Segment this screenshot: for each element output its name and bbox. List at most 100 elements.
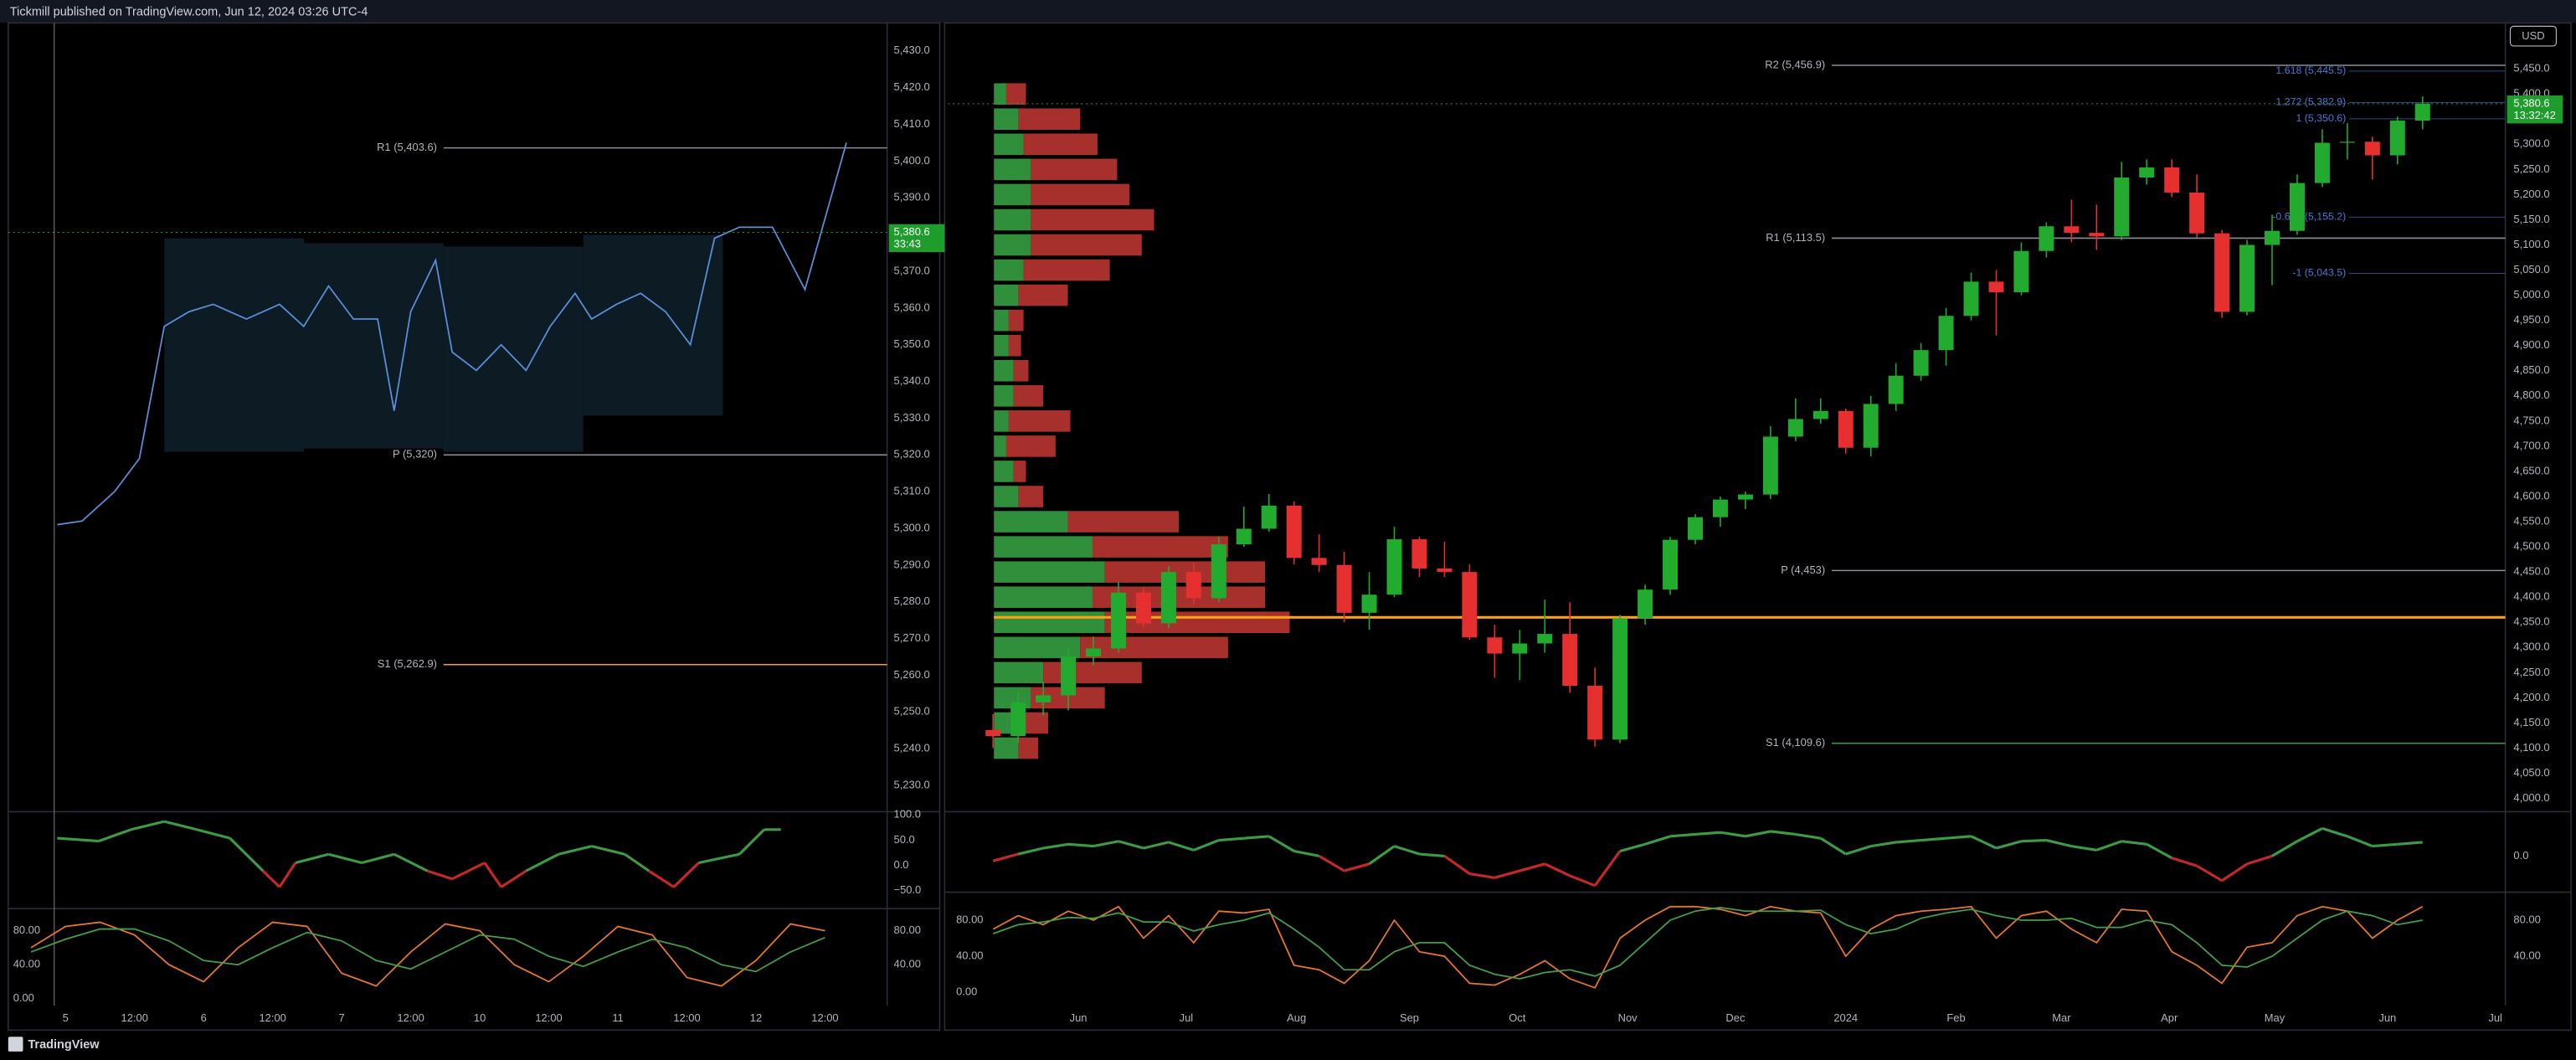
header-bar <box>0 0 2576 23</box>
fib-label: 1 (5,350.6) <box>2296 112 2346 124</box>
oscillator-segment <box>2196 864 2223 882</box>
y-tick-label: 4,350.0 <box>2513 615 2549 628</box>
y-tick-label: 5,290.0 <box>894 558 930 570</box>
x-tick-label: 10 <box>474 1011 486 1024</box>
volume-down-bar <box>1043 661 1142 684</box>
session-box <box>164 238 305 452</box>
y-tick-label: 5,310.0 <box>894 485 930 497</box>
y-tick-label: 5,450.0 <box>2513 62 2549 75</box>
oscillator-segment <box>1694 831 1721 836</box>
right-panel <box>944 22 2572 1032</box>
oscillator-segment <box>1946 835 1972 840</box>
y-tick-label: 40.00 <box>2513 949 2540 962</box>
oscillator-segment <box>1819 836 1847 856</box>
y-tick-label: 4,800.0 <box>2513 388 2549 401</box>
oscillator-segment <box>1318 855 1345 872</box>
oscillator-segment <box>1168 841 1195 852</box>
candle-body <box>1663 539 1679 590</box>
series-line <box>30 921 825 987</box>
y-tick-label: 4,500.0 <box>2513 540 2549 553</box>
volume-down-bar <box>1031 208 1154 231</box>
x-tick-label: 2024 <box>1833 1011 1858 1024</box>
series-line <box>992 906 2423 980</box>
oscillator-segment <box>1970 835 1998 850</box>
y-tick-label: 5,270.0 <box>894 631 930 644</box>
y-tick-label: 5,420.0 <box>894 80 930 93</box>
oscillator-segment <box>738 828 765 856</box>
oscillator-segment <box>262 870 281 888</box>
logo <box>8 1037 23 1052</box>
volume-down-bar <box>1023 133 1098 156</box>
pivot-label: S1 (5,262.9) <box>378 657 437 670</box>
last-price-tag <box>2507 95 2563 124</box>
oscillator-segment <box>1368 845 1396 866</box>
y-tick-label: 0.00 <box>13 991 34 1004</box>
candle-body <box>1036 695 1051 702</box>
candle-body <box>1938 316 1954 351</box>
x-tick-label: Nov <box>1618 1011 1638 1024</box>
candle-body <box>985 729 1001 737</box>
y-tick-label: 80.00 <box>13 924 40 936</box>
volume-up-bar <box>994 410 1009 432</box>
oscillator-segment <box>992 852 1019 862</box>
x-tick-label: May <box>2265 1011 2285 1024</box>
candle-body <box>2089 233 2105 237</box>
oscillator-segment <box>1042 842 1069 850</box>
fib-label: -0.618 (5,155.2) <box>2272 211 2346 223</box>
y-tick-label: 0.00 <box>956 985 977 998</box>
volume-down-bar <box>1092 536 1228 558</box>
candle-body <box>1211 544 1226 599</box>
candle-body <box>2013 250 2029 293</box>
oscillator-segment <box>2321 826 2348 838</box>
volume-down-bar <box>1018 486 1044 507</box>
last-price-label: 5,380.6 <box>2513 96 2549 109</box>
currency-box[interactable] <box>2509 25 2558 47</box>
x-tick-label: Mar <box>2052 1011 2071 1024</box>
oscillator-segment <box>2121 840 2147 846</box>
oscillator-segment <box>1419 852 1445 857</box>
volume-up-bar <box>994 511 1068 533</box>
y-tick-label: 5,280.0 <box>894 594 930 607</box>
countdown-label: 13:32:42 <box>2513 109 2555 121</box>
last-price-label: 5,380.6 <box>894 225 930 238</box>
x-tick-label: Apr <box>2161 1011 2178 1024</box>
series-line <box>57 142 847 526</box>
y-tick-label: 5,230.0 <box>894 778 930 790</box>
y-tick-label: 4,950.0 <box>2513 313 2549 326</box>
oscillator-segment <box>1870 841 1896 848</box>
currency: USD <box>2522 29 2544 42</box>
session-box <box>304 243 444 449</box>
x-tick-label: 12:00 <box>811 1011 838 1024</box>
volume-down-bar <box>1031 234 1142 256</box>
y-tick-label: 5,100.0 <box>2513 238 2549 250</box>
x-tick-label: Feb <box>1946 1011 1965 1024</box>
brand: TradingView <box>28 1038 100 1052</box>
y-tick-label: 80.00 <box>2513 913 2540 925</box>
y-tick-label: 4,450.0 <box>2513 565 2549 578</box>
oscillator-segment <box>2146 842 2172 860</box>
oscillator-segment <box>98 828 132 843</box>
x-tick-label: Dec <box>1725 1011 1746 1024</box>
candle-body <box>2289 183 2305 231</box>
candle-body <box>2039 226 2054 251</box>
y-tick-label: 5,340.0 <box>894 374 930 387</box>
volume-up-bar <box>994 83 1006 105</box>
oscillator-segment <box>1267 835 1295 852</box>
candle-body <box>1261 505 1277 529</box>
candle-body <box>1612 618 1628 740</box>
oscillator-segment <box>1644 835 1671 846</box>
candle-body <box>2189 193 2205 234</box>
candle-body <box>2239 244 2255 312</box>
volume-down-bar <box>1018 737 1039 759</box>
candle-body <box>1437 568 1453 573</box>
oscillator-segment <box>483 862 502 888</box>
series-line <box>30 928 825 973</box>
oscillator-segment <box>1519 862 1545 872</box>
y-tick-label: 4,900.0 <box>2513 338 2549 351</box>
candle-body <box>1386 539 1402 595</box>
volume-up-bar <box>994 108 1019 131</box>
candle-body <box>2139 167 2155 178</box>
oscillator-segment <box>2271 840 2298 857</box>
